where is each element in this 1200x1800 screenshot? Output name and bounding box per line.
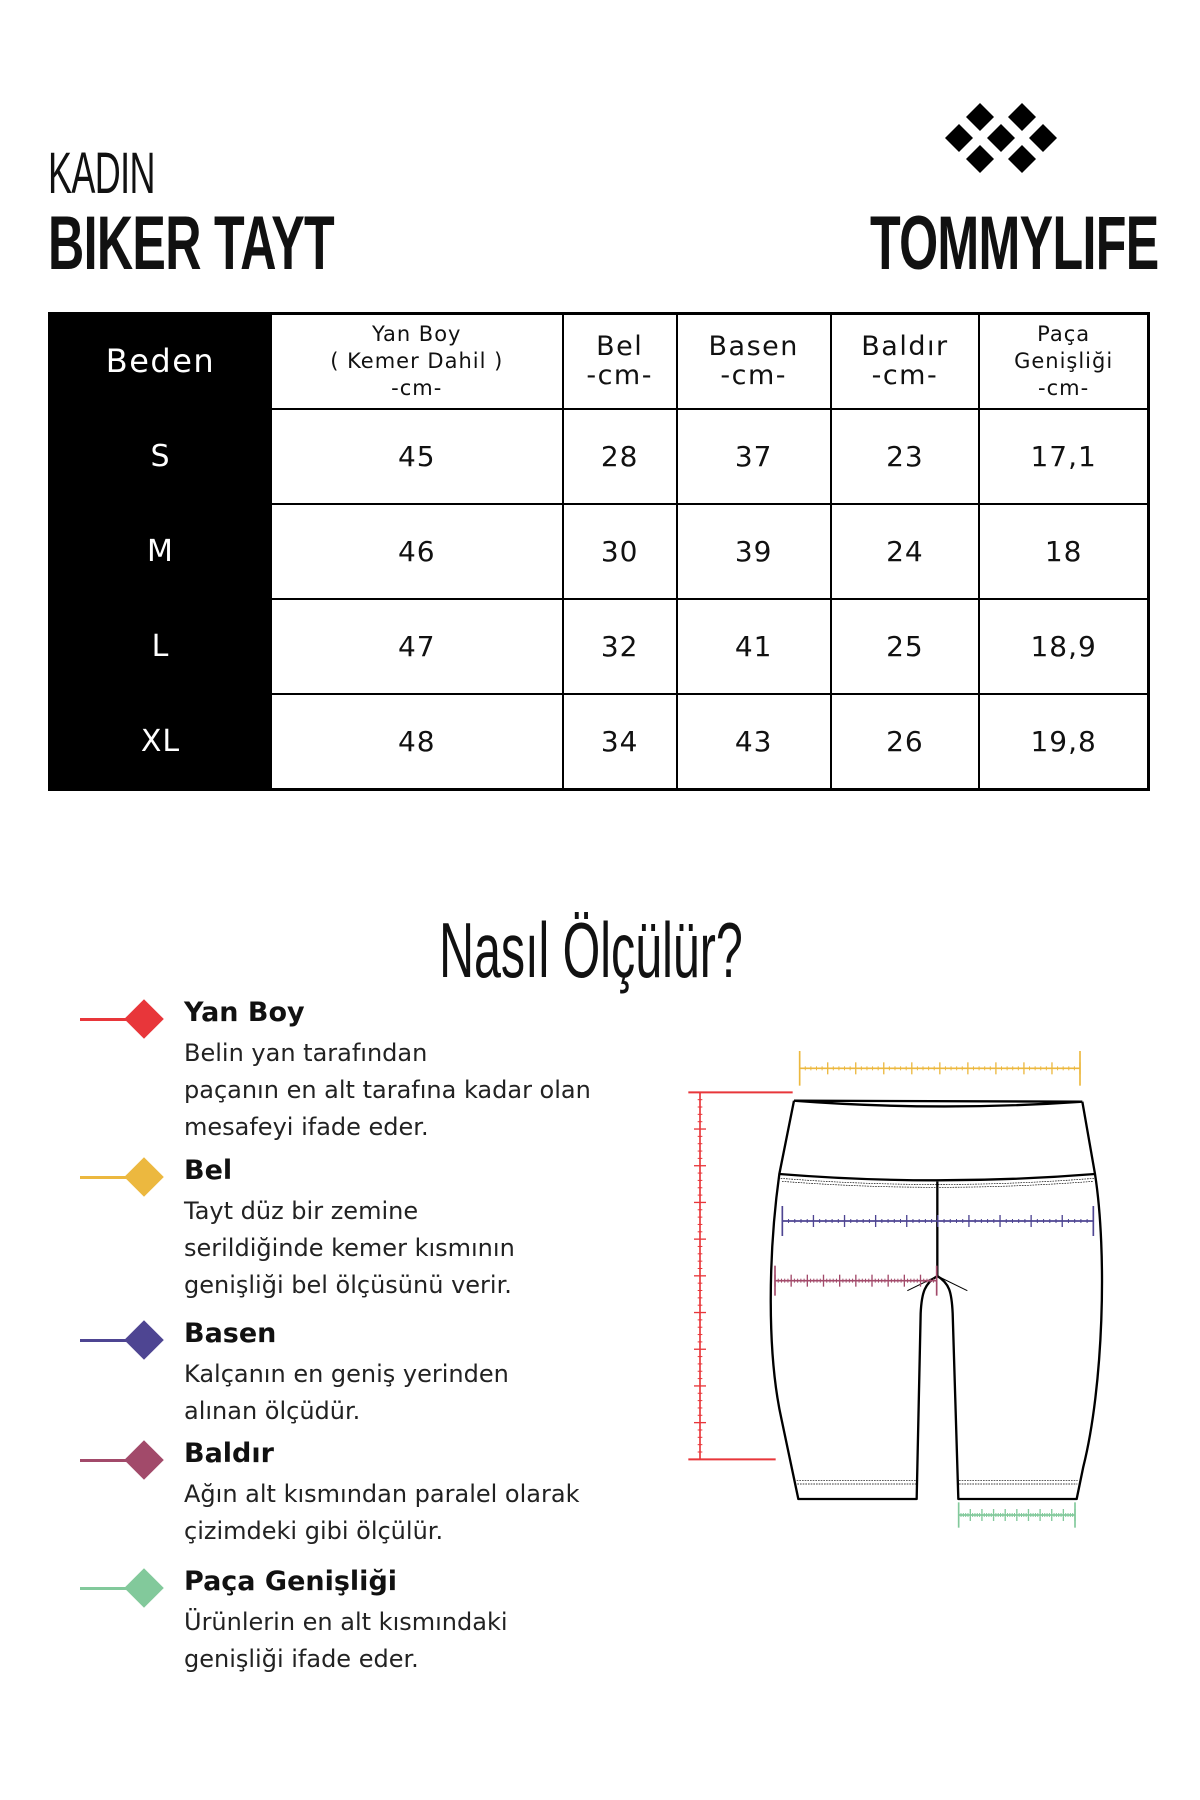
- measurement-cell: 23: [829, 408, 981, 505]
- diamond-icon: [124, 1568, 164, 1608]
- header-paca: Paça Genişliği -cm-: [978, 312, 1150, 410]
- legend-line: [80, 1176, 140, 1179]
- measurement-cell: 24: [829, 503, 981, 600]
- diamond-icon: [124, 1440, 164, 1480]
- legend-line: [80, 1018, 140, 1021]
- table-header-row: Beden Yan Boy( Kemer Dahil ) -cm- Bel -cm-…: [48, 312, 1150, 410]
- size-cell: S: [48, 408, 272, 505]
- measurement-cell: 19,8: [978, 693, 1150, 791]
- header-yan-boy: Yan Boy( Kemer Dahil ) -cm-: [270, 312, 564, 410]
- legend-line-text: paçanın en alt tarafına kadar olan: [184, 1076, 591, 1104]
- legend-line-text: çizimdeki gibi ölçülür.: [184, 1517, 444, 1545]
- diamond-icon: [124, 999, 164, 1039]
- header-unit: -cm-: [586, 359, 653, 391]
- category-title: KADIN: [48, 141, 155, 206]
- legend-line-text: serildiğinde kemer kısmının: [184, 1234, 515, 1262]
- measurement-cell: 18,9: [978, 598, 1150, 695]
- legend-description: Ürünlerin en alt kısmındaki genişliği ifa…: [184, 1604, 508, 1678]
- table-row: L 47 32 41 25 18,9: [48, 598, 1150, 695]
- legend-line-text: genişliği bel ölçüsünü verir.: [184, 1271, 512, 1299]
- table-row: M 46 30 39 24 18: [48, 503, 1150, 600]
- table-row: XL 48 34 43 26 19,8: [48, 693, 1150, 791]
- measurement-cell: 48: [270, 693, 564, 791]
- size-cell: XL: [48, 693, 272, 791]
- measurement-cell: 28: [561, 408, 678, 505]
- header-basen: Basen -cm-: [675, 312, 832, 410]
- measurement-cell: 34: [561, 693, 678, 791]
- header-unit: -cm-: [1038, 376, 1090, 401]
- legend-line: [80, 1339, 140, 1342]
- header-unit: -cm-: [720, 359, 787, 391]
- legend-line-text: Ürünlerin en alt kısmındaki: [184, 1608, 508, 1636]
- brand-name: TOMMYLIFE: [870, 201, 1159, 286]
- legend-line-text: Tayt düz bir zemine: [184, 1197, 419, 1225]
- header-label: Paça: [1037, 321, 1091, 346]
- header-beden: Beden: [48, 312, 272, 410]
- how-to-measure-title: Nasıl Ölçülür?: [0, 905, 1182, 996]
- header-unit: -cm-: [871, 359, 939, 391]
- legend-description: Ağın alt kısmından paralel olarak çizimde…: [184, 1476, 579, 1550]
- header-label: Basen: [708, 331, 799, 363]
- legend-line: [80, 1587, 140, 1590]
- legend-title: Yan Boy: [184, 997, 305, 1028]
- header-baldir: Baldır -cm-: [829, 312, 981, 410]
- legend-line-text: mesafeyi ifade eder.: [184, 1113, 429, 1141]
- legend-line-text: Ağın alt kısmından paralel olarak: [184, 1480, 580, 1508]
- measurement-cell: 47: [270, 598, 564, 695]
- header-label: Genişliği: [1014, 348, 1114, 373]
- legend-line-text: alınan ölçüdür.: [184, 1397, 361, 1425]
- legend-line-text: Belin yan tarafından: [184, 1039, 428, 1067]
- legend-description: Belin yan tarafından paçanın en alt taraf…: [184, 1035, 591, 1146]
- brand-logo-icon: [945, 103, 1057, 173]
- legend-title: Basen: [184, 1318, 277, 1349]
- legend-title: Paça Genişliği: [184, 1566, 398, 1597]
- measurement-cell: 37: [675, 408, 832, 505]
- diamond-icon: [124, 1157, 164, 1197]
- measurement-cell: 25: [829, 598, 981, 695]
- header-label: Beden: [105, 341, 216, 380]
- measurement-cell: 17,1: [978, 408, 1150, 505]
- measurement-cell: 18: [978, 503, 1150, 600]
- header-label: Yan Boy: [372, 321, 462, 346]
- measurement-cell: 26: [829, 693, 981, 791]
- legend-title: Baldır: [184, 1438, 274, 1469]
- product-title: BIKER TAYT: [48, 201, 335, 286]
- leggings-measurement-diagram: [688, 1051, 1104, 1528]
- header-label: Baldır: [861, 331, 949, 363]
- measurement-cell: 46: [270, 503, 564, 600]
- measurement-cell: 39: [675, 503, 832, 600]
- table-row: S 45 28 37 23 17,1: [48, 408, 1150, 505]
- biker-shorts-outline: [769, 1099, 1104, 1501]
- size-cell: L: [48, 598, 272, 695]
- size-cell: M: [48, 503, 272, 600]
- legend-line-text: Kalçanın en geniş yerinden: [184, 1360, 509, 1388]
- measurement-cell: 45: [270, 408, 564, 505]
- size-table: Beden Yan Boy( Kemer Dahil ) -cm- Bel -cm-…: [48, 312, 1150, 791]
- header-unit: -cm-: [391, 376, 443, 401]
- measurement-cell: 41: [675, 598, 832, 695]
- header-label: Bel: [596, 331, 644, 363]
- header-bel: Bel -cm-: [561, 312, 678, 410]
- measurement-cell: 30: [561, 503, 678, 600]
- measurement-cell: 43: [675, 693, 832, 791]
- legend-description: Kalçanın en geniş yerinden alınan ölçüdür…: [184, 1356, 509, 1430]
- legend-description: Tayt düz bir zemine serildiğinde kemer kı…: [184, 1193, 515, 1304]
- how-to-measure-text: Nasıl Ölçülür?: [439, 906, 743, 994]
- legend-title: Bel: [184, 1155, 233, 1186]
- measurement-cell: 32: [561, 598, 678, 695]
- header-label: ( Kemer Dahil ): [330, 348, 504, 373]
- legend-line: [80, 1459, 140, 1462]
- diamond-icon: [124, 1320, 164, 1360]
- legend-line-text: genişliği ifade eder.: [184, 1645, 419, 1673]
